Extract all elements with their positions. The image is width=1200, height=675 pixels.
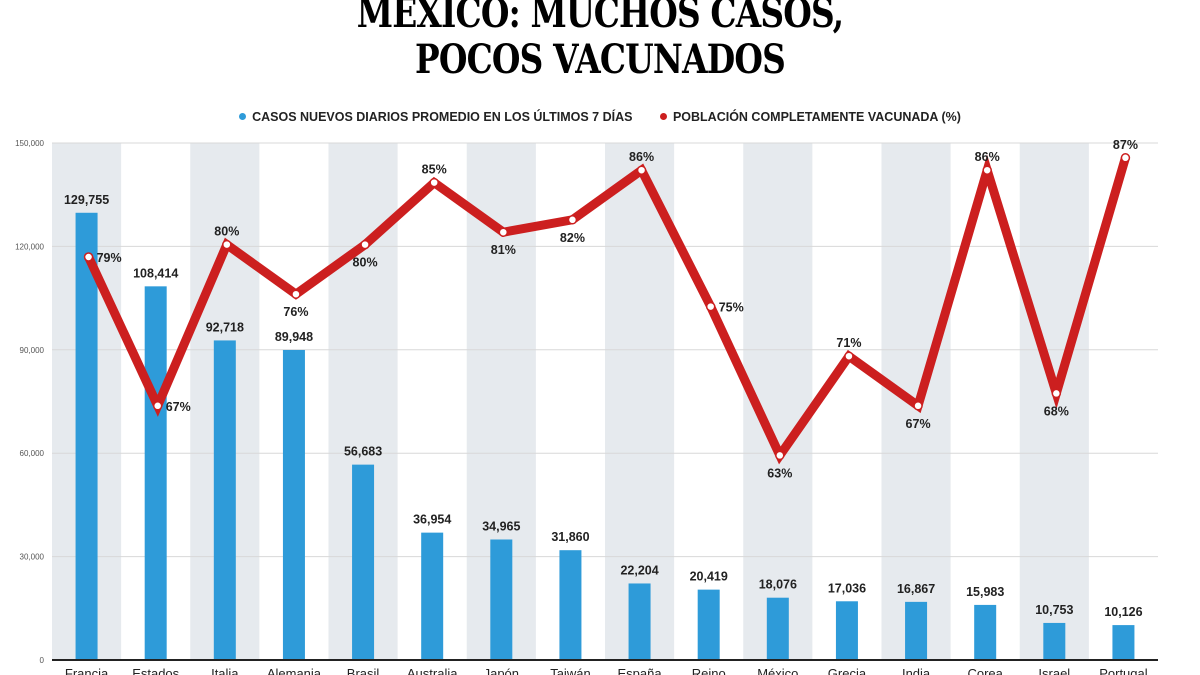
line-point-India [913, 401, 923, 411]
bar-Taiwán [559, 550, 582, 660]
x-category-label: Portugal [1099, 666, 1148, 675]
line-value-label: 67% [166, 400, 191, 414]
bar-value-label: 20,419 [690, 570, 728, 584]
line-value-label: 87% [1113, 138, 1138, 152]
line-point-Estados [152, 401, 163, 411]
x-category-label: México [757, 666, 798, 675]
line-point-Italia [222, 239, 232, 250]
x-category-label: Reino [692, 666, 726, 675]
legend-item-vaccinated: POBLACIÓN COMPLETAMENTE VACUNADA (%) [659, 109, 961, 124]
line-value-label: 79% [97, 251, 122, 265]
bar-value-label: 89,948 [275, 330, 313, 344]
legend-label-cases: CASOS NUEVOS DIARIOS PROMEDIO EN LOS ÚLT… [252, 109, 633, 124]
x-category-label: Italia [211, 666, 239, 675]
bar-Reino [697, 589, 720, 660]
line-value-label: 76% [283, 305, 308, 319]
line-value-label: 80% [214, 225, 239, 239]
line-point-Israel [1051, 388, 1062, 399]
bar-value-label: 34,965 [482, 519, 520, 533]
vaccination-line [84, 154, 1130, 465]
x-category-label: Alemania [267, 666, 322, 675]
line-point-Reino [705, 301, 716, 312]
legend-dot-red [659, 113, 667, 120]
line-point-Corea [982, 165, 992, 175]
bar-Corea [974, 604, 997, 660]
x-category-label: Japón [484, 666, 519, 675]
legend-label-vaccinated: POBLACIÓN COMPLETAMENTE VACUNADA (%) [672, 109, 961, 124]
bar-value-label: 108,414 [133, 266, 178, 280]
y-tick-label: 120,000 [15, 242, 44, 251]
bar-value-label: 10,126 [1104, 605, 1142, 619]
bar-value-label: 22,204 [620, 563, 658, 577]
line-point-Francia [83, 252, 94, 262]
y-tick-label: 90,000 [20, 346, 45, 355]
x-category-label: Australia [407, 666, 458, 675]
line-point-México [775, 450, 785, 461]
x-category-label: Taiwán [550, 666, 590, 675]
bar-value-label: 92,718 [206, 320, 244, 334]
legend-item-cases: CASOS NUEVOS DIARIOS PROMEDIO EN LOS ÚLT… [239, 110, 632, 124]
x-category-label: Corea [967, 666, 1003, 675]
x-category-label: Grecia [828, 666, 867, 675]
x-category-label: España [618, 666, 663, 675]
bar-value-label: 18,076 [759, 578, 797, 592]
bar-Francia [75, 212, 98, 660]
line-point-Alemania [291, 289, 301, 299]
x-category-label: India [902, 666, 931, 675]
y-tick-label: 150,000 [15, 139, 44, 148]
bar-Israel [1043, 622, 1066, 660]
chart-title-line-2: POCOS VACUNADOS [415, 36, 786, 83]
line-value-label: 86% [629, 150, 654, 164]
bar-value-label: 56,683 [344, 445, 382, 459]
bar-España [628, 583, 651, 660]
bar-value-label: 17,036 [828, 581, 866, 595]
line-value-label: 86% [975, 150, 1000, 164]
bar-Italia [213, 340, 236, 660]
bar-value-label: 15,983 [966, 585, 1004, 599]
bar-Japón [490, 539, 513, 660]
line-value-label: 67% [906, 417, 931, 431]
bar-India [905, 601, 928, 660]
line-value-label: 82% [560, 231, 585, 245]
bar-Estados [144, 286, 167, 660]
line-value-label: 75% [719, 301, 744, 315]
x-category-label: Estados [132, 666, 179, 675]
bar-Australia [421, 532, 444, 660]
line-point-Australia [429, 177, 439, 188]
y-tick-label: 60,000 [20, 449, 45, 458]
line-point-Japón [498, 227, 509, 237]
chart-title-line-1: MEXICO: MUCHOS CASOS, [356, 0, 844, 37]
legend-dot-blue [239, 113, 247, 120]
bar-value-label: 31,860 [551, 530, 589, 544]
line-point-Portugal [1120, 153, 1131, 163]
bar-Portugal [1112, 625, 1135, 660]
line-value-label: 80% [353, 256, 378, 270]
bar-value-label: 36,954 [413, 513, 451, 527]
line-value-label: 81% [491, 243, 516, 257]
bar-value-label: 10,753 [1035, 603, 1073, 617]
x-category-label: Brasil [347, 666, 380, 675]
x-category-label: Francia [65, 666, 109, 675]
y-tick-label: 0 [40, 656, 45, 665]
line-point-España [636, 165, 647, 175]
line-value-label: 85% [422, 163, 447, 177]
bar-value-label: 129,755 [64, 193, 109, 207]
line-value-label: 68% [1044, 404, 1069, 418]
line-point-Brasil [360, 239, 370, 250]
bar-value-label: 16,867 [897, 582, 935, 596]
bar-México [766, 597, 789, 660]
bar-Brasil [352, 464, 375, 660]
y-tick-label: 30,000 [20, 553, 45, 562]
legend: CASOS NUEVOS DIARIOS PROMEDIO EN LOS ÚLT… [0, 109, 1200, 124]
bar-Grecia [835, 601, 858, 660]
line-value-label: 63% [767, 466, 792, 480]
bar-Alemania [282, 349, 305, 660]
line-point-Taiwán [567, 215, 578, 225]
line-point-Grecia [844, 351, 854, 361]
x-category-label: Israel [1038, 666, 1070, 675]
line-value-label: 71% [836, 336, 861, 350]
column-shade [605, 143, 675, 660]
